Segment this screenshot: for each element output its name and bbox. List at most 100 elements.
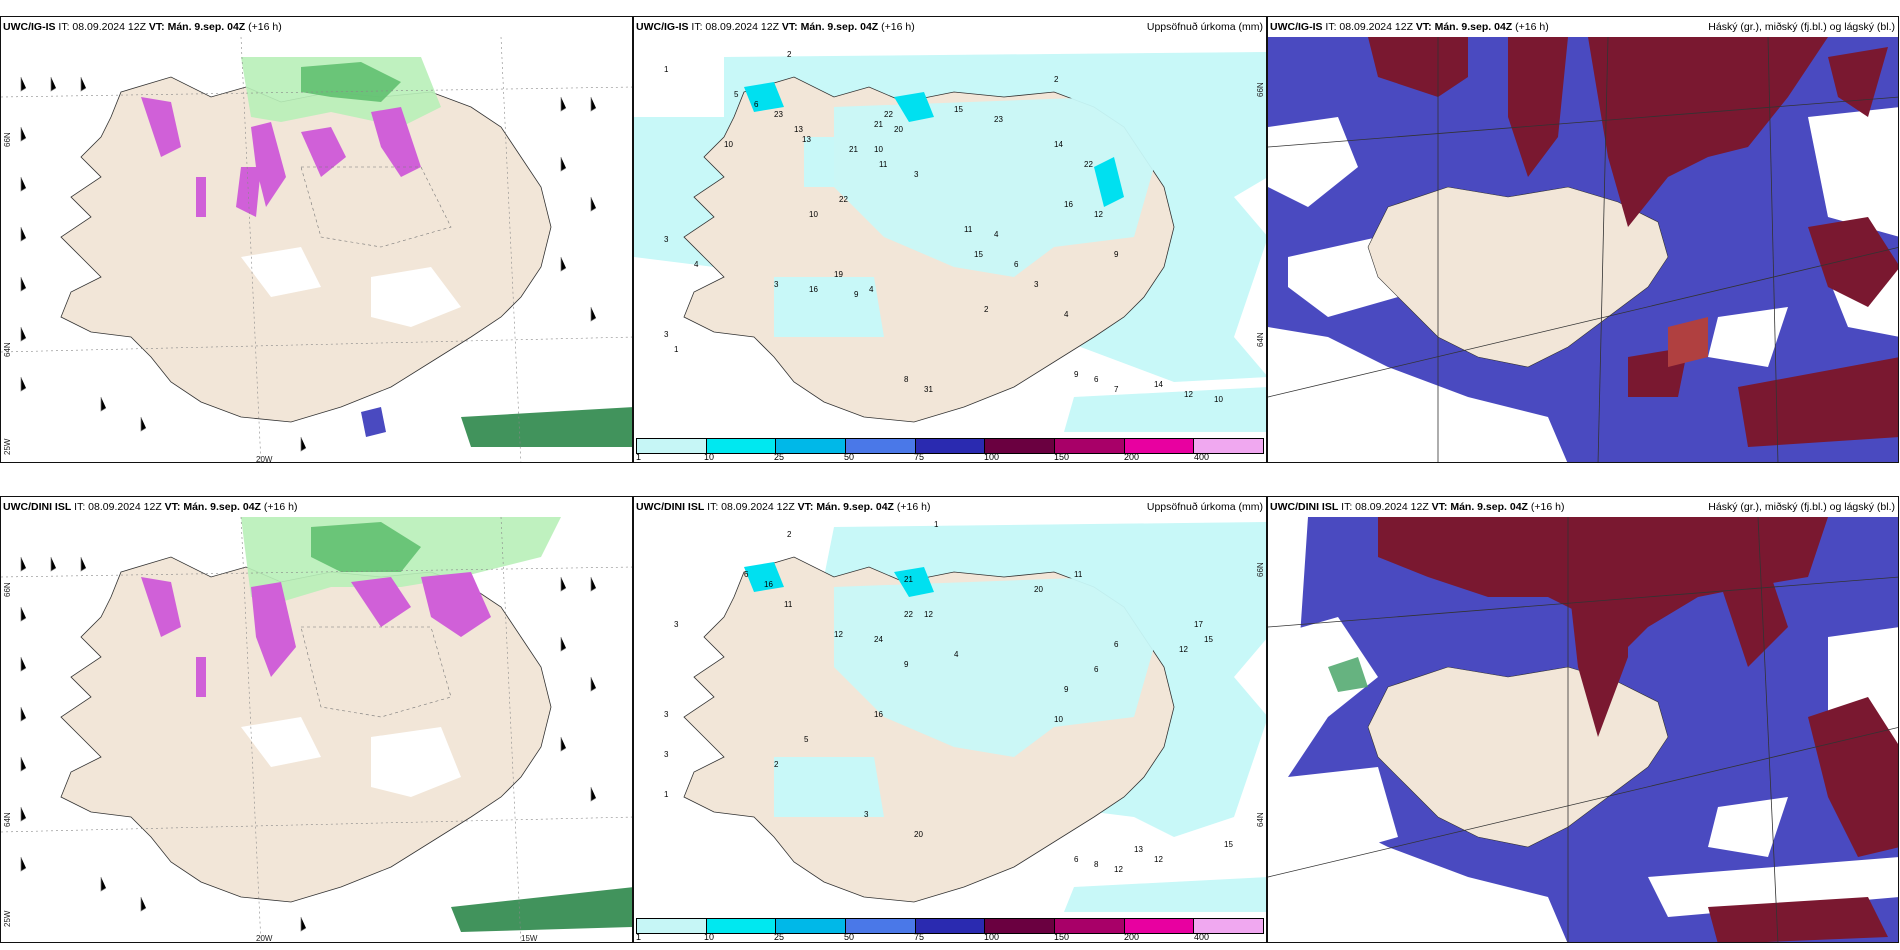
precip-value: 4 bbox=[954, 650, 959, 659]
precip-map: 2 1 6 23 13 13 22 21 20 15 23 2 5 10 21 … bbox=[634, 37, 1266, 432]
precip-value: 2 bbox=[787, 50, 792, 59]
colorbar-segments bbox=[636, 438, 1264, 454]
precip-value: 1 bbox=[934, 520, 939, 529]
valid-time-label: VT: bbox=[781, 21, 798, 33]
precip-value: 3 bbox=[664, 235, 669, 244]
colorbar-segment bbox=[985, 439, 1056, 453]
precip-value: 4 bbox=[869, 285, 874, 294]
lon-label-25: 25W bbox=[3, 910, 12, 927]
lon-label-15: 15W bbox=[521, 934, 538, 943]
init-time: IT: 08.09.2024 12Z bbox=[74, 501, 162, 513]
precip-value: 21 bbox=[874, 120, 883, 129]
panel-subtitle: Uppsöfnuð úrkoma (mm) bbox=[1146, 21, 1263, 33]
colorbar-segment bbox=[1124, 439, 1195, 453]
precip-value: 2 bbox=[984, 305, 989, 314]
colorbar-tick: 10 bbox=[704, 932, 715, 942]
precip-value: 10 bbox=[724, 140, 733, 149]
panel-header: UWC/IG-IS IT: 08.09.2024 12Z VT: Mán. 9.… bbox=[1270, 21, 1549, 33]
precip-value: 9 bbox=[904, 660, 909, 669]
valid-time: Mán. 9.sep. 04Z bbox=[1450, 501, 1528, 513]
precip-value: 6 bbox=[744, 570, 749, 579]
model-name: UWC/IG-IS bbox=[636, 21, 689, 33]
precip-value: 21 bbox=[904, 575, 913, 584]
precip-value: 5 bbox=[734, 90, 739, 99]
colorbar-tick: 50 bbox=[844, 932, 855, 942]
wind-precip-map bbox=[1, 517, 632, 942]
colorbar-tick: 50 bbox=[844, 452, 855, 462]
precip-value: 9 bbox=[1114, 250, 1119, 259]
precip-value: 12 bbox=[924, 610, 933, 619]
precip-value: 4 bbox=[694, 260, 699, 269]
precip-value: 22 bbox=[839, 195, 848, 204]
colorbar-segment bbox=[1055, 439, 1125, 453]
precip-value: 10 bbox=[809, 210, 818, 219]
colorbar-segment bbox=[1194, 919, 1264, 933]
model-name: UWC/DINI ISL bbox=[636, 501, 705, 513]
precip-value: 16 bbox=[874, 710, 883, 719]
precip-value: 15 bbox=[1224, 840, 1233, 849]
lat-label-66: 66N bbox=[3, 582, 12, 597]
colorbar-segment bbox=[846, 439, 916, 453]
valid-time-label: VT: bbox=[164, 501, 181, 513]
lat-label-66: 66N bbox=[1256, 562, 1265, 577]
panel-top-mid: UWC/IG-IS IT: 08.09.2024 12Z VT: Mán. 9.… bbox=[633, 16, 1267, 463]
colorbar-segment bbox=[776, 439, 847, 453]
panel-bottom-mid: UWC/DINI ISL IT: 08.09.2024 12Z VT: Mán.… bbox=[633, 496, 1267, 943]
precip-value: 15 bbox=[1204, 635, 1213, 644]
lon-label-20: 20W bbox=[256, 934, 273, 943]
colorbar-segment bbox=[706, 919, 777, 933]
precip-value: 6 bbox=[1094, 375, 1099, 384]
init-time: IT: 08.09.2024 12Z bbox=[707, 501, 795, 513]
valid-time: Mán. 9.sep. 04Z bbox=[800, 21, 879, 33]
precip-value: 11 bbox=[964, 225, 973, 234]
precip-value: 10 bbox=[1054, 715, 1063, 724]
lat-label-64: 64N bbox=[1256, 332, 1265, 347]
precip-value: 4 bbox=[994, 230, 999, 239]
colorbar-tick: 25 bbox=[774, 452, 785, 462]
colorbar-segment bbox=[1124, 919, 1195, 933]
init-time: IT: 08.09.2024 12Z bbox=[1325, 21, 1413, 33]
colorbar-segment bbox=[915, 439, 986, 453]
precip-colorbar: 1 10 25 50 75 100 150 200 400 bbox=[634, 914, 1266, 942]
colorbar-segment bbox=[1055, 919, 1125, 933]
lat-label-66: 66N bbox=[1256, 82, 1265, 97]
lead-time: (+16 h) bbox=[896, 501, 931, 513]
valid-time: Mán. 9.sep. 04Z bbox=[816, 501, 894, 513]
precip-value: 3 bbox=[664, 750, 669, 759]
precip-value: 12 bbox=[1154, 855, 1163, 864]
precip-value: 16 bbox=[809, 285, 818, 294]
precip-value: 20 bbox=[894, 125, 903, 134]
panel-bottom-right: UWC/DINI ISL IT: 08.09.2024 12Z VT: Mán.… bbox=[1267, 496, 1899, 943]
precip-value: 22 bbox=[1084, 160, 1093, 169]
lon-label-20: 20W bbox=[256, 455, 273, 463]
precip-value: 8 bbox=[904, 375, 909, 384]
init-time: IT: 08.09.2024 12Z bbox=[1341, 501, 1429, 513]
lead-time: (+16 h) bbox=[1530, 501, 1565, 513]
precip-value: 1 bbox=[664, 65, 669, 74]
precip-value: 13 bbox=[794, 125, 803, 134]
precip-value: 5 bbox=[804, 735, 809, 744]
panel-bottom-left: UWC/DINI ISL IT: 08.09.2024 12Z VT: Mán.… bbox=[0, 496, 633, 943]
colorbar-segment bbox=[846, 919, 916, 933]
precip-value: 22 bbox=[904, 610, 913, 619]
colorbar-tick: 75 bbox=[914, 932, 925, 942]
panel-subtitle: Háský (gr.), miðský (fj.bl.) og lágský (… bbox=[1708, 21, 1895, 33]
precip-value: 19 bbox=[834, 270, 843, 279]
precip-value: 3 bbox=[664, 710, 669, 719]
colorbar-segment bbox=[985, 919, 1056, 933]
panel-header: UWC/DINI ISL IT: 08.09.2024 12Z VT: Mán.… bbox=[3, 501, 297, 513]
panel-header: UWC/IG-IS IT: 08.09.2024 12Z VT: Mán. 9.… bbox=[636, 21, 915, 33]
colorbar-tick: 200 bbox=[1124, 452, 1140, 462]
colorbar-segments bbox=[636, 918, 1264, 934]
panel-top-right: UWC/IG-IS IT: 08.09.2024 12Z VT: Mán. 9.… bbox=[1267, 16, 1899, 463]
precip-value: 2 bbox=[1054, 75, 1059, 84]
precip-value: 16 bbox=[1064, 200, 1073, 209]
colorbar-tick: 400 bbox=[1194, 932, 1210, 942]
precip-value: 12 bbox=[834, 630, 843, 639]
precip-value: 15 bbox=[974, 250, 983, 259]
valid-time: Mán. 9.sep. 04Z bbox=[167, 21, 246, 33]
precip-value: 11 bbox=[784, 600, 793, 609]
lead-time: (+16 h) bbox=[248, 21, 282, 33]
model-name: UWC/IG-IS bbox=[1270, 21, 1323, 33]
precip-value: 23 bbox=[994, 115, 1003, 124]
